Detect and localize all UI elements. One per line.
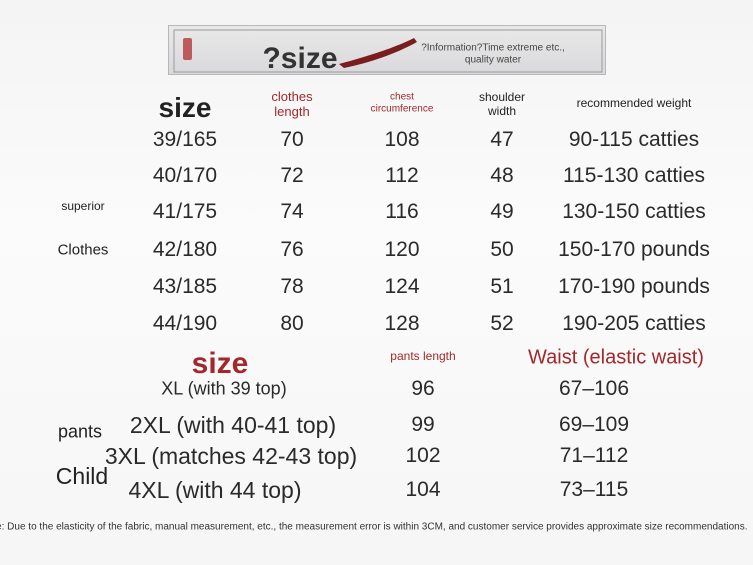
table-cell: 69–109: [558, 412, 630, 436]
note: Note: Due to the elasticity of the fabri…: [0, 521, 748, 533]
banner-decoration: [173, 29, 603, 73]
banner: [168, 25, 606, 75]
table-cell: 48: [490, 163, 514, 187]
table-cell: 80: [280, 311, 304, 335]
banner-title: ?size: [262, 41, 338, 75]
table-cell: 120: [384, 237, 420, 261]
table-cell: 130-150 catties: [562, 199, 706, 223]
table-cell: 49: [490, 199, 514, 223]
table-cell: 50: [490, 237, 514, 261]
side-label: superior: [61, 199, 105, 214]
table-cell: 76: [280, 237, 304, 261]
side-label: Clothes: [57, 241, 109, 259]
table-cell: 43/185: [152, 274, 218, 298]
table-cell: 67–106: [558, 376, 630, 400]
table-cell: 74: [280, 199, 304, 223]
brush-stroke: [339, 38, 417, 68]
table-cell: 116: [385, 199, 419, 223]
column-header: pants length: [390, 349, 456, 364]
column-header: clothes length: [271, 89, 313, 119]
table-cell: 42/180: [152, 237, 218, 261]
table-cell: 39/165: [152, 127, 218, 151]
table-cell: 52: [490, 311, 514, 335]
table-cell: 96: [411, 376, 435, 400]
table-cell: 78: [280, 274, 304, 298]
table-cell: 73–115: [559, 477, 629, 501]
table-cell: 99: [411, 412, 435, 436]
table-cell: 4XL (with 44 top): [128, 476, 302, 503]
column-header: Waist (elastic waist): [528, 346, 704, 369]
seal-icon: [183, 38, 192, 60]
side-label: Child: [55, 462, 109, 489]
table-cell: 71–112: [559, 443, 629, 467]
column-header: shoulder width: [478, 90, 526, 118]
column-header: chest circumference: [370, 91, 434, 115]
table-cell: 115-130 catties: [562, 163, 706, 187]
table-cell: 72: [280, 163, 304, 187]
column-header: size: [191, 346, 249, 380]
table-cell: 3XL (matches 42-43 top): [104, 442, 358, 469]
table-cell: 108: [384, 127, 420, 151]
table-cell: 128: [384, 311, 420, 335]
table-cell: 51: [490, 274, 514, 298]
table-cell: 41/175: [152, 199, 218, 223]
column-header: recommended weight: [576, 96, 692, 111]
table-cell: 44/190: [152, 311, 218, 335]
table-cell: 102: [405, 443, 441, 467]
banner-frame: [173, 29, 603, 73]
table-cell: 70: [280, 127, 304, 151]
table-cell: 90-115 catties: [568, 127, 700, 151]
table-cell: 150-170 pounds: [558, 237, 710, 261]
table-cell: 104: [405, 477, 441, 501]
table-cell: 40/170: [152, 163, 218, 187]
table-cell: 170-190 pounds: [558, 274, 710, 298]
table-cell: 2XL (with 40-41 top): [129, 411, 337, 438]
table-cell: 190-205 catties: [562, 311, 706, 335]
banner-subtitle: ?Information?Time extreme etc., quality …: [421, 42, 565, 66]
column-header: size: [158, 91, 212, 123]
table-cell: XL (with 39 top): [161, 378, 287, 399]
table-cell: 47: [490, 127, 514, 151]
side-label: pants: [57, 421, 103, 442]
table-cell: 112: [385, 163, 419, 187]
table-cell: 124: [384, 274, 420, 298]
